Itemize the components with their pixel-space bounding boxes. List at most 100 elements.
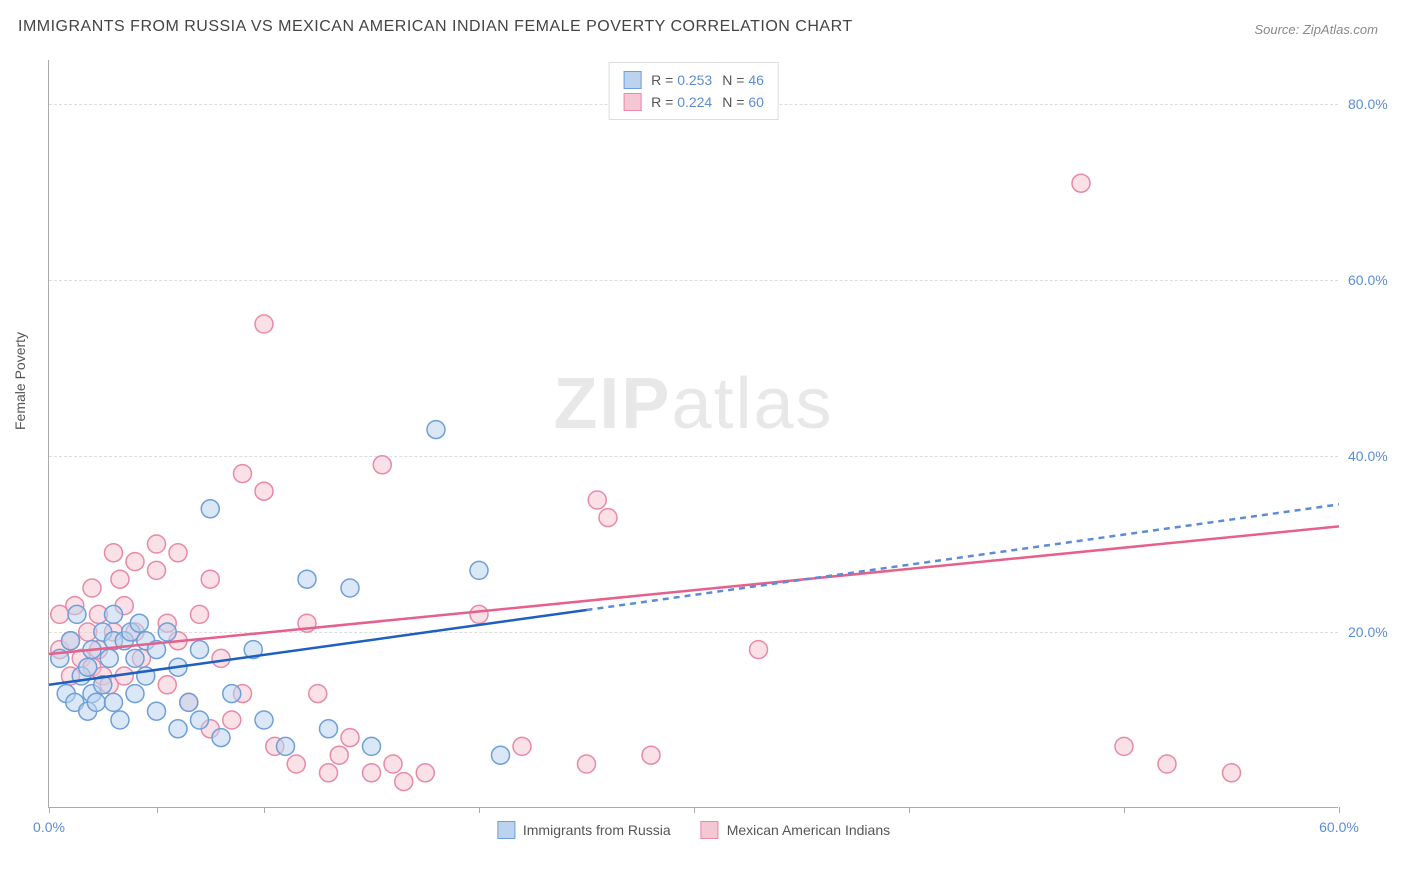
scatter-point	[470, 561, 488, 579]
legend-r-russia: R = 0.253	[651, 72, 712, 88]
r-value-mexican: 0.224	[677, 94, 712, 110]
chart-title: IMMIGRANTS FROM RUSSIA VS MEXICAN AMERIC…	[18, 18, 853, 36]
legend-n-mexican: N = 60	[722, 94, 764, 110]
ytick-label: 60.0%	[1348, 272, 1406, 288]
scatter-point	[180, 693, 198, 711]
xtick-label: 0.0%	[33, 819, 65, 835]
legend-series: Immigrants from Russia Mexican American …	[497, 821, 890, 839]
xtick-label: 60.0%	[1319, 819, 1359, 835]
scatter-point	[309, 685, 327, 703]
scatter-point	[62, 632, 80, 650]
scatter-point	[169, 544, 187, 562]
ytick-label: 80.0%	[1348, 96, 1406, 112]
scatter-point	[148, 561, 166, 579]
scatter-point	[255, 482, 273, 500]
scatter-point	[105, 544, 123, 562]
legend-item-mexican: Mexican American Indians	[701, 821, 890, 839]
scatter-point	[363, 737, 381, 755]
legend-swatch-mexican	[623, 93, 641, 111]
trend-line	[587, 504, 1340, 610]
scatter-point	[470, 605, 488, 623]
scatter-point	[395, 773, 413, 791]
source-prefix: Source:	[1254, 22, 1302, 37]
scatter-point	[416, 764, 434, 782]
scatter-point	[363, 764, 381, 782]
xtick	[157, 807, 158, 813]
scatter-point	[223, 685, 241, 703]
legend-swatch-mexican-icon	[701, 821, 719, 839]
scatter-point	[277, 737, 295, 755]
scatter-point	[68, 605, 86, 623]
n-label: N =	[722, 72, 744, 88]
scatter-point	[599, 509, 617, 527]
scatter-point	[212, 729, 230, 747]
trend-line	[49, 526, 1339, 654]
scatter-svg	[49, 60, 1338, 807]
scatter-point	[384, 755, 402, 773]
legend-n-russia: N = 46	[722, 72, 764, 88]
xtick	[1339, 807, 1340, 813]
scatter-point	[201, 570, 219, 588]
scatter-point	[1072, 174, 1090, 192]
scatter-point	[298, 570, 316, 588]
scatter-point	[87, 693, 105, 711]
scatter-point	[100, 649, 118, 667]
scatter-point	[330, 746, 348, 764]
scatter-point	[169, 720, 187, 738]
legend-label-russia: Immigrants from Russia	[523, 822, 671, 838]
r-label: R =	[651, 72, 673, 88]
scatter-point	[427, 421, 445, 439]
scatter-point	[578, 755, 596, 773]
scatter-point	[158, 676, 176, 694]
scatter-point	[111, 570, 129, 588]
y-axis-label: Female Poverty	[12, 332, 28, 430]
scatter-point	[126, 685, 144, 703]
scatter-point	[234, 465, 252, 483]
scatter-point	[105, 605, 123, 623]
xtick	[264, 807, 265, 813]
r-value-russia: 0.253	[677, 72, 712, 88]
legend-label-mexican: Mexican American Indians	[727, 822, 890, 838]
scatter-point	[201, 500, 219, 518]
scatter-point	[373, 456, 391, 474]
scatter-point	[1223, 764, 1241, 782]
legend-swatch-russia	[623, 71, 641, 89]
xtick	[1124, 807, 1125, 813]
scatter-point	[492, 746, 510, 764]
xtick	[479, 807, 480, 813]
legend-r-mexican: R = 0.224	[651, 94, 712, 110]
n-value-mexican: 60	[748, 94, 764, 110]
scatter-point	[83, 579, 101, 597]
scatter-point	[320, 720, 338, 738]
scatter-point	[148, 702, 166, 720]
scatter-point	[111, 711, 129, 729]
scatter-point	[588, 491, 606, 509]
scatter-point	[79, 658, 97, 676]
ytick-label: 40.0%	[1348, 448, 1406, 464]
scatter-point	[105, 693, 123, 711]
scatter-point	[341, 729, 359, 747]
legend-item-russia: Immigrants from Russia	[497, 821, 671, 839]
scatter-point	[191, 711, 209, 729]
scatter-point	[1115, 737, 1133, 755]
source-attribution: Source: ZipAtlas.com	[1254, 22, 1378, 37]
ytick-label: 20.0%	[1348, 624, 1406, 640]
scatter-point	[223, 711, 241, 729]
scatter-point	[255, 315, 273, 333]
r-label: R =	[651, 94, 673, 110]
n-label: N =	[722, 94, 744, 110]
scatter-point	[1158, 755, 1176, 773]
legend-swatch-russia-icon	[497, 821, 515, 839]
legend-row-russia: R = 0.253 N = 46	[623, 69, 764, 91]
scatter-point	[130, 614, 148, 632]
n-value-russia: 46	[748, 72, 764, 88]
scatter-point	[126, 553, 144, 571]
xtick	[909, 807, 910, 813]
legend-stats-box: R = 0.253 N = 46 R = 0.224 N = 60	[608, 62, 779, 120]
scatter-point	[341, 579, 359, 597]
scatter-point	[750, 641, 768, 659]
scatter-point	[513, 737, 531, 755]
scatter-point	[191, 605, 209, 623]
scatter-point	[642, 746, 660, 764]
scatter-point	[255, 711, 273, 729]
